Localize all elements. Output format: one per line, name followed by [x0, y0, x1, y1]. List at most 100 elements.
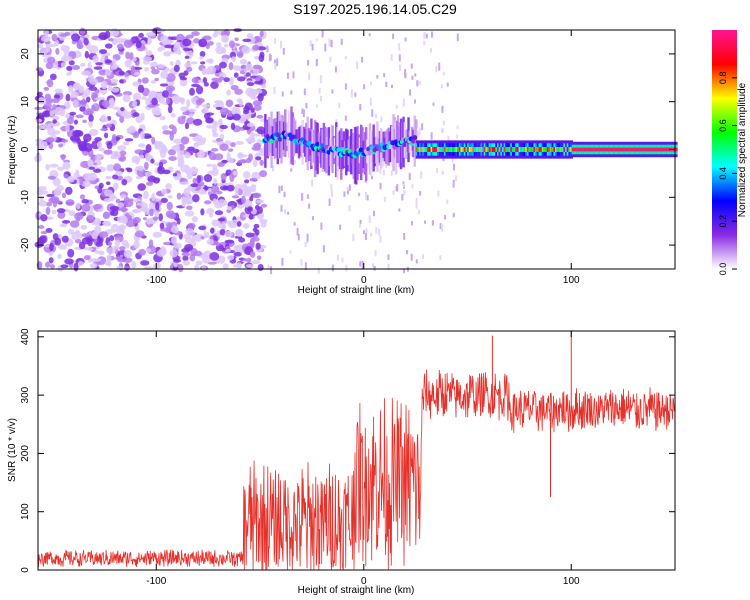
heatmap-cell [207, 261, 217, 265]
heatmap-cell [122, 94, 131, 103]
heatmap-cell [49, 163, 59, 168]
snr-ticks: -100 0 100 0 100 200 300 400 [20, 328, 675, 587]
heatmap-cell [560, 147, 564, 152]
heatmap-cell [410, 63, 413, 69]
heatmap-cell [214, 29, 219, 36]
heatmap-cell [201, 104, 211, 108]
heatmap-cell [287, 211, 290, 215]
heatmap-cell [69, 111, 76, 116]
heatmap-cell [510, 147, 514, 152]
heatmap-cell [168, 81, 175, 86]
heatmap-cell [362, 230, 365, 234]
heatmap-cell [39, 47, 49, 55]
y-tick-label: 400 [20, 328, 31, 345]
x-tick-label: 100 [563, 275, 580, 286]
heatmap-cell [429, 48, 432, 53]
heatmap-cell [192, 118, 203, 126]
heatmap-cell [81, 199, 90, 204]
heatmap-cell [515, 147, 519, 152]
heatmap-cell [72, 83, 79, 89]
heatmap-cell [664, 147, 668, 152]
heatmap-cell [159, 222, 165, 230]
heatmap-cell [132, 92, 142, 102]
heatmap-cell [446, 82, 449, 87]
heatmap-cell [100, 55, 106, 65]
heatmap-cell [125, 51, 130, 60]
heatmap-cell [203, 200, 212, 205]
heatmap-cell [171, 95, 181, 102]
heatmap-cell [238, 237, 246, 243]
heatmap-cell [438, 147, 442, 152]
heatmap-cell [363, 84, 366, 90]
heatmap-cell [334, 66, 337, 73]
heatmap-cell [77, 261, 84, 266]
heatmap-cell [159, 83, 169, 87]
heatmap-cell [81, 180, 91, 188]
heatmap-cell [52, 177, 61, 187]
heatmap-cell [186, 99, 191, 108]
heatmap-cell [244, 179, 250, 184]
heatmap-cell [368, 33, 371, 37]
heatmap-cell [122, 257, 133, 263]
heatmap-cell [440, 84, 443, 89]
heatmap-cell [121, 216, 128, 225]
heatmap-cell [318, 87, 321, 94]
heatmap-cell [66, 175, 75, 183]
heatmap-cell [339, 224, 342, 230]
heatmap-cell [302, 109, 305, 117]
heatmap-cell [225, 109, 230, 114]
heatmap-cell [224, 230, 233, 238]
heatmap-cell [111, 87, 120, 93]
heatmap-cell [47, 175, 57, 180]
heatmap-cell [226, 220, 234, 225]
heatmap-cell [348, 204, 351, 212]
heatmap-cell [209, 251, 220, 261]
heatmap-cell [178, 72, 186, 79]
heatmap-cell [173, 64, 180, 73]
heatmap-cell [511, 147, 515, 152]
y-tick-label: 300 [20, 386, 31, 403]
heatmap-cell [216, 183, 224, 187]
heatmap-cell [126, 111, 132, 115]
heatmap-cell [67, 248, 75, 258]
heatmap-cell [45, 62, 54, 70]
heatmap-cell [215, 242, 221, 247]
heatmap-cell [418, 209, 421, 215]
heatmap-cell [230, 142, 236, 148]
heatmap-cell [456, 125, 459, 130]
heatmap-cell [63, 173, 69, 179]
heatmap-cell [417, 130, 420, 137]
heatmap-cell [184, 243, 194, 251]
heatmap-cell [207, 187, 213, 192]
heatmap-cell [132, 132, 139, 139]
heatmap-cell [273, 86, 276, 95]
heatmap-cell [408, 172, 411, 180]
heatmap-cell [98, 49, 108, 55]
heatmap-cell [350, 89, 353, 98]
heatmap-cell [180, 97, 185, 105]
heatmap-cell [406, 249, 409, 255]
heatmap-cell [260, 203, 268, 208]
heatmap-cell [245, 232, 255, 238]
heatmap-cell [243, 258, 248, 262]
heatmap-cell [166, 201, 173, 211]
heatmap-cell [95, 62, 103, 66]
heatmap-cell [200, 235, 205, 240]
heatmap-cell [46, 44, 51, 53]
heatmap-cell [74, 169, 80, 177]
heatmap-cell [84, 50, 89, 59]
heatmap-cell [186, 117, 195, 125]
heatmap-cell [276, 58, 279, 67]
heatmap-cell [207, 58, 214, 64]
heatmap-cell [324, 43, 327, 52]
heatmap-cell [236, 229, 243, 237]
heatmap-cell [594, 147, 598, 152]
heatmap-cell [369, 81, 372, 86]
heatmap-cell [129, 52, 134, 61]
heatmap-cell [573, 147, 577, 152]
heatmap-cell [626, 147, 630, 152]
heatmap-cell [120, 106, 125, 112]
heatmap-cell [226, 184, 235, 192]
heatmap-cell [487, 147, 491, 152]
heatmap-cell [195, 260, 203, 266]
